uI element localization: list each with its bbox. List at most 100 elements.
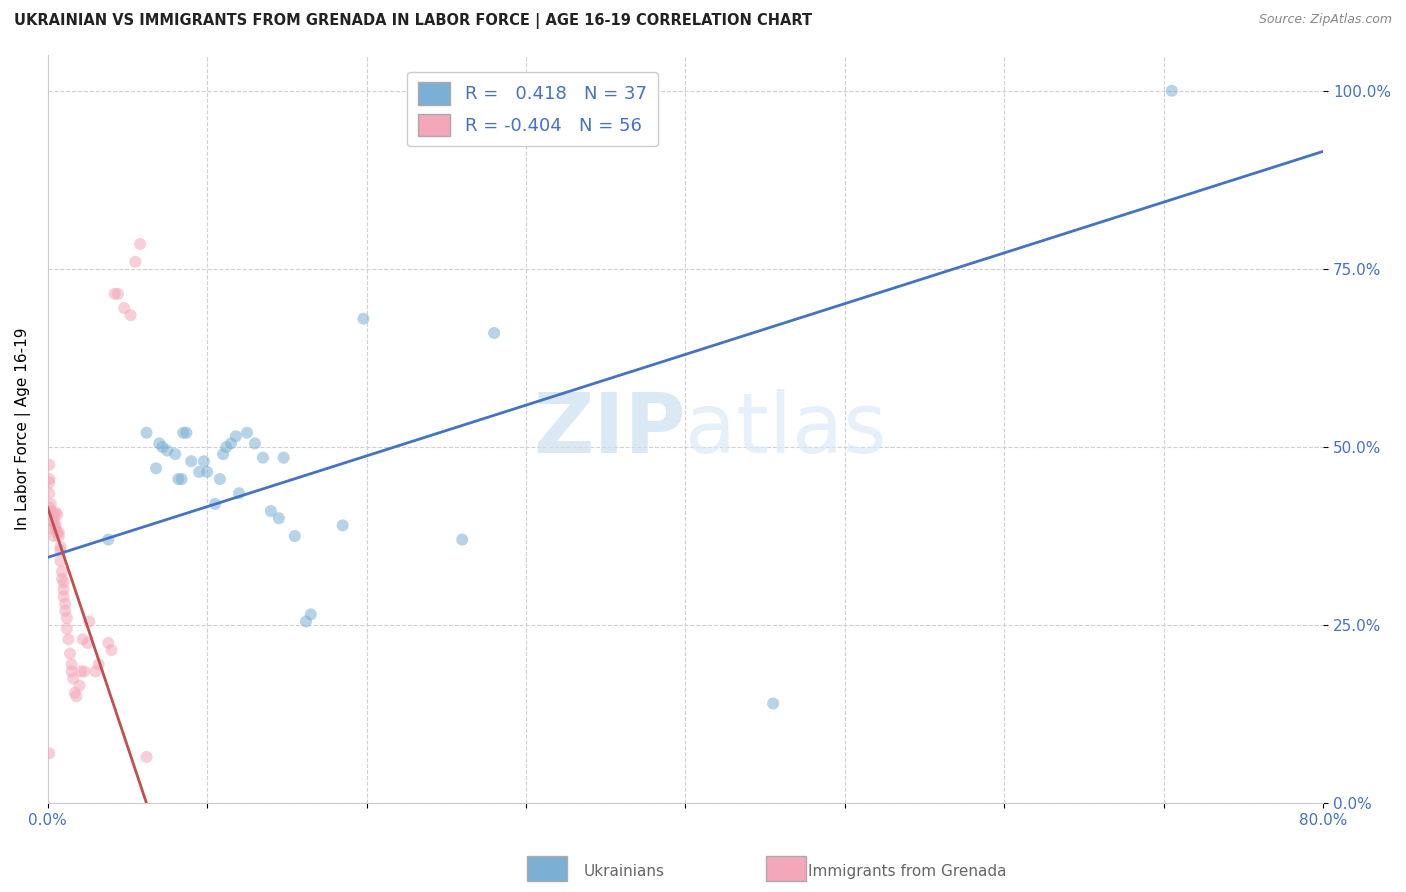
Point — [204, 497, 226, 511]
Point — [1160, 84, 1182, 98]
Point — [180, 454, 202, 468]
Point — [70, 665, 93, 679]
Point — [236, 425, 259, 440]
Point — [295, 615, 318, 629]
Point — [60, 657, 83, 672]
Point — [97, 636, 120, 650]
Point — [84, 665, 107, 679]
Point — [107, 286, 129, 301]
Point — [51, 565, 73, 579]
Point — [42, 529, 65, 543]
Point — [176, 425, 198, 440]
Point — [225, 429, 247, 443]
Text: Ukrainians: Ukrainians — [583, 864, 665, 879]
Point — [124, 254, 146, 268]
Text: Immigrants from Grenada: Immigrants from Grenada — [808, 864, 1007, 879]
Point — [299, 607, 322, 622]
Point — [451, 533, 474, 547]
Point — [129, 236, 152, 251]
Point — [72, 632, 94, 647]
Point — [38, 486, 60, 500]
Point — [63, 686, 86, 700]
Point — [62, 672, 84, 686]
Point — [49, 543, 72, 558]
Point — [267, 511, 290, 525]
Point — [482, 326, 505, 340]
Point — [42, 515, 65, 529]
Point — [252, 450, 274, 465]
Point — [38, 500, 60, 515]
Point — [59, 647, 82, 661]
Point — [38, 472, 60, 486]
Legend: R =   0.418   N = 37, R = -0.404   N = 56: R = 0.418 N = 37, R = -0.404 N = 56 — [408, 71, 658, 146]
Point — [52, 582, 75, 597]
Point — [41, 522, 63, 536]
Point — [38, 458, 60, 472]
Point — [48, 525, 70, 540]
Point — [284, 529, 307, 543]
Point — [135, 425, 157, 440]
Point — [215, 440, 238, 454]
Point — [243, 436, 266, 450]
Point — [73, 665, 96, 679]
Point — [56, 622, 79, 636]
Point — [145, 461, 167, 475]
Point — [52, 575, 75, 590]
Point — [112, 301, 135, 315]
Point — [87, 657, 110, 672]
Point — [172, 425, 194, 440]
Point — [49, 554, 72, 568]
Point — [39, 497, 62, 511]
Point — [65, 690, 87, 704]
Point — [45, 506, 67, 520]
Point — [195, 465, 218, 479]
Point — [208, 472, 231, 486]
Point — [76, 636, 98, 650]
Point — [45, 522, 67, 536]
Point — [38, 475, 60, 490]
Point — [193, 454, 215, 468]
Point — [152, 440, 174, 454]
Text: atlas: atlas — [686, 389, 887, 470]
Point — [332, 518, 354, 533]
Point — [53, 604, 76, 618]
Point — [156, 443, 179, 458]
Point — [273, 450, 295, 465]
Point — [38, 747, 60, 761]
Point — [46, 525, 69, 540]
Point — [48, 529, 70, 543]
Point — [167, 472, 190, 486]
Point — [228, 486, 250, 500]
Text: Source: ZipAtlas.com: Source: ZipAtlas.com — [1258, 13, 1392, 27]
Point — [148, 436, 170, 450]
Point — [170, 472, 193, 486]
Point — [212, 447, 235, 461]
Point — [52, 590, 75, 604]
Point — [45, 518, 67, 533]
Point — [352, 311, 374, 326]
Point — [762, 697, 785, 711]
Point — [60, 665, 83, 679]
Point — [97, 533, 120, 547]
Point — [51, 572, 73, 586]
Point — [39, 504, 62, 518]
Point — [69, 679, 91, 693]
Point — [53, 597, 76, 611]
Point — [165, 447, 187, 461]
Point — [104, 286, 127, 301]
Point — [120, 308, 142, 322]
Point — [188, 465, 211, 479]
Point — [260, 504, 283, 518]
Point — [42, 508, 65, 522]
Point — [41, 515, 63, 529]
Text: ZIP: ZIP — [533, 389, 686, 470]
Point — [77, 615, 100, 629]
Y-axis label: In Labor Force | Age 16-19: In Labor Force | Age 16-19 — [15, 328, 31, 531]
Point — [135, 750, 157, 764]
Point — [100, 643, 122, 657]
Point — [49, 540, 72, 554]
Point — [46, 508, 69, 522]
Point — [58, 632, 80, 647]
Point — [219, 436, 242, 450]
Point — [56, 611, 79, 625]
